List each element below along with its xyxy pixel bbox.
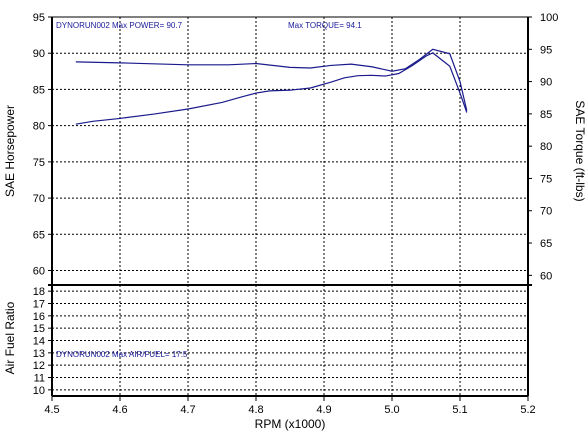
x-tick-label-4.8: 4.8 <box>248 404 263 416</box>
hp-tick-label-75: 75 <box>33 157 45 169</box>
left-axis-title-horsepower: SAE Horsepower <box>3 105 17 197</box>
annotation-max-power: DYNORUN002 Max POWER= 90.7 <box>56 21 183 30</box>
hp-tick-label-85: 85 <box>33 84 45 96</box>
series-layer <box>75 48 468 125</box>
torque-tick-label-95: 95 <box>540 44 552 56</box>
x-tick-label-4.7: 4.7 <box>180 404 195 416</box>
afr-tick-label-11: 11 <box>34 373 45 385</box>
tick-labels: 4.5 4.6 4.7 4.8 4.9 5.0 5.1 5.2 60 65 70 75 80 85 90 95… <box>33 12 559 416</box>
hp-tick-label-60: 60 <box>33 266 45 278</box>
torque-tick-label-100: 100 <box>540 12 558 24</box>
torque-tick-label-60: 60 <box>540 270 552 282</box>
x-tick-label-5.1: 5.1 <box>452 404 467 416</box>
afr-tick-label-14: 14 <box>33 336 45 348</box>
torque-tick-label-65: 65 <box>540 238 552 250</box>
hp-tick-label-70: 70 <box>33 193 45 205</box>
afr-tick-label-17: 17 <box>33 299 45 311</box>
hp-tick-label-90: 90 <box>33 48 45 60</box>
x-tick-label-4.5: 4.5 <box>44 404 59 416</box>
afr-tick-label-16: 16 <box>33 311 45 323</box>
x-tick-label-5.0: 5.0 <box>384 404 399 416</box>
x-axis-title: RPM (x1000) <box>255 417 326 431</box>
x-tick-label-5.2: 5.2 <box>520 404 535 416</box>
hp-tick-label-95: 95 <box>33 12 45 24</box>
torque-tick-label-90: 90 <box>540 77 552 89</box>
grid-lines <box>52 16 528 396</box>
left-axis-title-air-fuel: Air Fuel Ratio <box>3 301 17 374</box>
afr-tick-label-15: 15 <box>33 323 45 335</box>
annotation-max-air-fuel: DYNORUN002 Max AIR/FUEL= 17.5 <box>56 350 188 359</box>
afr-tick-label-18: 18 <box>33 286 45 298</box>
torque-tick-label-80: 80 <box>540 141 552 153</box>
plot-frame <box>48 16 532 401</box>
afr-tick-label-10: 10 <box>33 385 45 397</box>
afr-tick-label-12: 12 <box>33 360 45 372</box>
afr-tick-label-13: 13 <box>33 348 45 360</box>
torque-series-line <box>75 48 468 111</box>
hp-tick-label-80: 80 <box>33 121 45 133</box>
x-tick-label-4.6: 4.6 <box>112 404 127 416</box>
right-axis-title-torque: SAE Torque (ft-lbs) <box>573 100 587 201</box>
x-tick-label-4.9: 4.9 <box>316 404 331 416</box>
annotation-max-torque: Max TORQUE= 94.1 <box>288 21 362 30</box>
torque-tick-label-70: 70 <box>540 206 552 218</box>
torque-tick-label-85: 85 <box>540 109 552 121</box>
torque-tick-label-75: 75 <box>540 173 552 185</box>
hp-tick-label-65: 65 <box>33 229 45 241</box>
horsepower-series-line <box>75 52 468 125</box>
